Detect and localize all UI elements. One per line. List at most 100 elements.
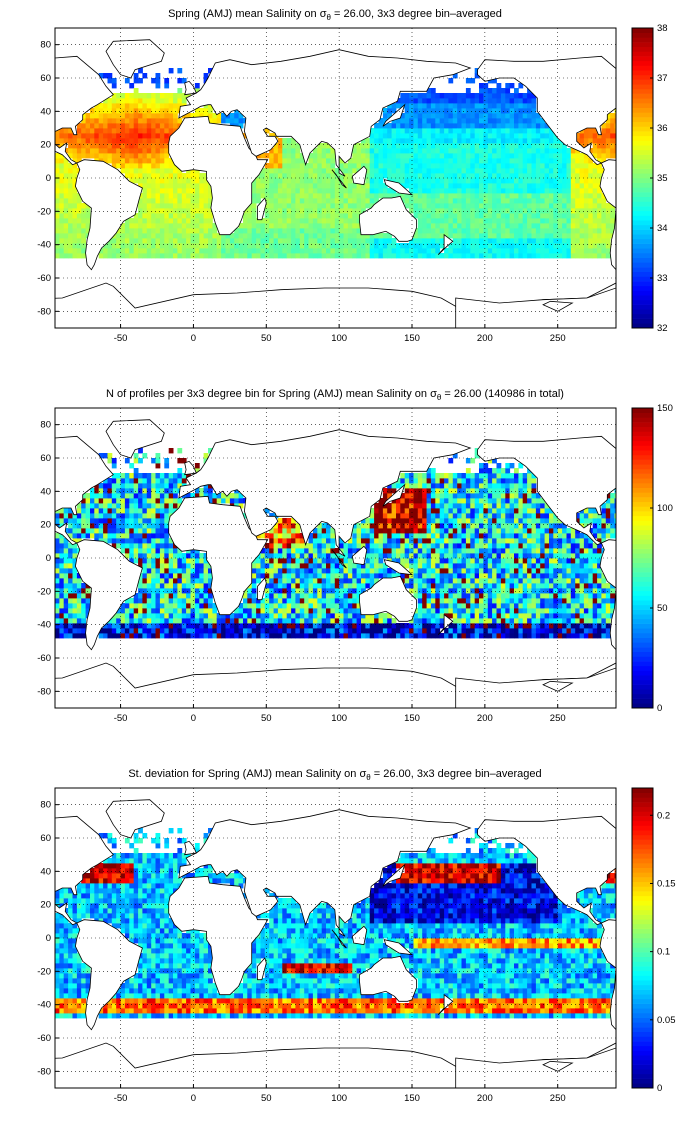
heatmap-cell: [151, 153, 156, 159]
heatmap-cell: [365, 518, 371, 524]
heatmap-cell: [352, 583, 358, 589]
heatmap-cell: [304, 588, 309, 594]
heatmap-cell: [55, 208, 60, 214]
heatmap-cell: [120, 628, 126, 634]
heatmap-cell: [282, 533, 288, 539]
heatmap-cell: [129, 508, 135, 514]
heatmap-cell: [103, 248, 108, 254]
heatmap-cell: [212, 493, 218, 499]
heatmap-cell: [352, 148, 358, 154]
heatmap-cell: [334, 568, 340, 574]
heatmap-cell: [173, 223, 178, 229]
heatmap-cell: [557, 228, 563, 234]
heatmap-cell: [295, 563, 301, 569]
heatmap-cell: [295, 628, 301, 634]
heatmap-cell: [430, 178, 436, 184]
heatmap-cell: [208, 213, 213, 219]
heatmap-cell: [334, 548, 340, 554]
heatmap-cell: [317, 228, 323, 234]
heatmap-cell: [277, 548, 283, 554]
heatmap-cell: [243, 228, 248, 234]
heatmap-cell: [448, 128, 454, 134]
heatmap-cell: [334, 598, 340, 604]
heatmap-cell: [404, 103, 410, 109]
heatmap-cell: [304, 618, 309, 624]
heatmap-cell: [474, 73, 480, 79]
heatmap-cell: [282, 158, 288, 164]
heatmap-cell: [518, 178, 524, 184]
heatmap-cell: [146, 133, 152, 139]
heatmap-cell: [68, 593, 73, 599]
heatmap-cell: [474, 103, 480, 109]
heatmap-cell: [479, 208, 484, 214]
heatmap-cell: [181, 228, 187, 234]
heatmap-cell: [430, 88, 436, 94]
heatmap-cell: [435, 148, 441, 154]
heatmap-cell: [260, 608, 266, 614]
heatmap-cell: [540, 218, 545, 224]
heatmap-cell: [312, 248, 318, 254]
heatmap-cell: [540, 213, 545, 219]
heatmap-cell: [452, 108, 458, 114]
heatmap-cell: [601, 148, 607, 154]
heatmap-cell: [190, 188, 196, 194]
heatmap-cell: [452, 198, 458, 204]
heatmap-cell: [256, 598, 261, 604]
heatmap-cell: [535, 148, 541, 154]
heatmap-cell: [562, 238, 567, 244]
heatmap-cell: [234, 608, 239, 614]
heatmap-cell: [518, 123, 524, 129]
heatmap-cell: [111, 113, 117, 119]
heatmap-cell: [361, 203, 366, 209]
heatmap-cell: [164, 528, 170, 534]
heatmap-cell: [238, 118, 244, 124]
heatmap-cell: [570, 208, 576, 214]
heatmap-cell: [199, 583, 205, 589]
heatmap-cell: [173, 168, 178, 174]
heatmap-cell: [216, 113, 222, 119]
heatmap-cell: [81, 143, 86, 149]
heatmap-cell: [597, 213, 602, 219]
heatmap-cell: [422, 248, 427, 254]
heatmap-cell: [312, 183, 318, 189]
heatmap-cell: [98, 523, 104, 529]
heatmap-cell: [107, 153, 113, 159]
heatmap-cell: [369, 193, 375, 199]
heatmap-cell: [194, 623, 200, 629]
heatmap-cell: [540, 183, 545, 189]
heatmap-cell: [356, 573, 362, 579]
heatmap-cell: [387, 618, 392, 624]
heatmap-cell: [369, 513, 375, 519]
heatmap-cell: [173, 583, 178, 589]
heatmap-cell: [479, 98, 484, 104]
heatmap-cell: [553, 158, 559, 164]
heatmap-cell: [479, 83, 484, 89]
colorbar-tick-label: 32: [657, 323, 668, 334]
heatmap-cell: [247, 213, 253, 219]
heatmap-cell: [409, 193, 414, 199]
heatmap-cell: [396, 103, 401, 109]
heatmap-cell: [382, 128, 388, 134]
heatmap-cell: [85, 503, 91, 509]
heatmap-cell: [430, 243, 436, 249]
heatmap-cell: [448, 223, 454, 229]
heatmap-cell: [444, 163, 449, 169]
heatmap-cell: [76, 208, 82, 214]
heatmap-cell: [409, 138, 414, 144]
heatmap-cell: [286, 618, 292, 624]
heatmap-cell: [111, 618, 117, 624]
heatmap-cell: [68, 513, 73, 519]
heatmap-cell: [291, 563, 296, 569]
heatmap-cell: [199, 233, 205, 239]
heatmap-cell: [146, 593, 152, 599]
heatmap-cell: [422, 168, 427, 174]
heatmap-cell: [352, 223, 358, 229]
heatmap-cell: [347, 593, 353, 599]
heatmap-cell: [129, 628, 135, 634]
heatmap-cell: [98, 528, 104, 534]
heatmap-cell: [304, 578, 309, 584]
heatmap-cell: [159, 123, 165, 129]
heatmap-cell: [435, 153, 441, 159]
heatmap-cell: [212, 618, 218, 624]
heatmap-cell: [509, 123, 515, 129]
